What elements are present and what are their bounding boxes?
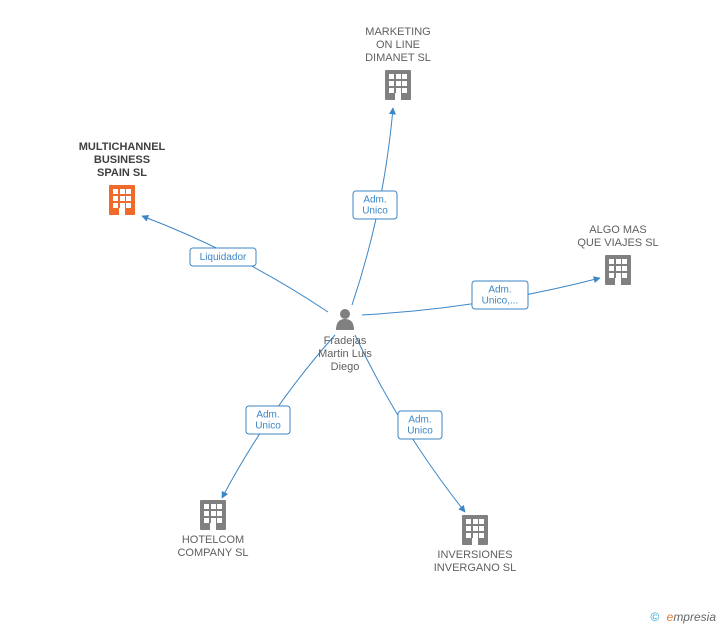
node-inversiones[interactable]: INVERSIONESINVERGANO SL <box>434 515 517 574</box>
node-label: INVERGANO SL <box>434 562 517 574</box>
building-icon <box>385 70 411 100</box>
copyright-symbol: © <box>650 610 659 624</box>
brand-rest: mpresia <box>673 610 716 624</box>
edge-label-multichannel: Liquidador <box>190 248 256 266</box>
svg-text:Unico: Unico <box>255 421 281 432</box>
edge-label-algo-mas: Adm.Unico,... <box>472 281 528 309</box>
edge-label-inversiones: Adm.Unico <box>398 411 442 439</box>
edge-label-hotelcom: Adm.Unico <box>246 406 290 434</box>
node-multichannel[interactable]: MULTICHANNELBUSINESSSPAIN SL <box>79 141 166 215</box>
svg-text:Liquidador: Liquidador <box>200 252 247 263</box>
center-label: Fradejas <box>324 335 367 347</box>
person-icon <box>336 309 354 330</box>
node-label: HOTELCOM <box>182 534 244 546</box>
building-icon <box>605 255 631 285</box>
node-label: COMPANY SL <box>177 547 248 559</box>
node-marketing-online[interactable]: MARKETINGON LINEDIMANET SL <box>365 26 431 100</box>
node-label: QUE VIAJES SL <box>577 237 658 249</box>
center-label: Diego <box>331 361 360 373</box>
node-label: BUSINESS <box>94 154 150 166</box>
node-label: SPAIN SL <box>97 167 147 179</box>
building-icon <box>200 500 226 530</box>
building-icon <box>462 515 488 545</box>
building-icon <box>109 185 135 215</box>
center-label: Martin Luis <box>318 348 372 360</box>
node-label: INVERSIONES <box>437 549 512 561</box>
svg-text:Adm.: Adm. <box>408 415 431 426</box>
svg-text:Adm.: Adm. <box>256 410 279 421</box>
node-algo-mas[interactable]: ALGO MASQUE VIAJES SL <box>577 224 658 285</box>
node-label: MULTICHANNEL <box>79 141 166 153</box>
node-label: ON LINE <box>376 39 420 51</box>
svg-text:Unico: Unico <box>407 426 433 437</box>
svg-text:Adm.: Adm. <box>363 195 386 206</box>
svg-text:Unico: Unico <box>362 206 388 217</box>
node-label: MARKETING <box>365 26 430 38</box>
edge-label-marketing-online: Adm.Unico <box>353 191 397 219</box>
svg-text:Adm.: Adm. <box>488 285 511 296</box>
node-label: ALGO MAS <box>589 224 646 236</box>
center-person[interactable]: FradejasMartin LuisDiego <box>318 309 372 373</box>
svg-text:Unico,...: Unico,... <box>482 296 519 307</box>
node-label: DIMANET SL <box>365 52 431 64</box>
attribution: © empresia <box>650 610 716 624</box>
node-hotelcom[interactable]: HOTELCOMCOMPANY SL <box>177 500 248 559</box>
